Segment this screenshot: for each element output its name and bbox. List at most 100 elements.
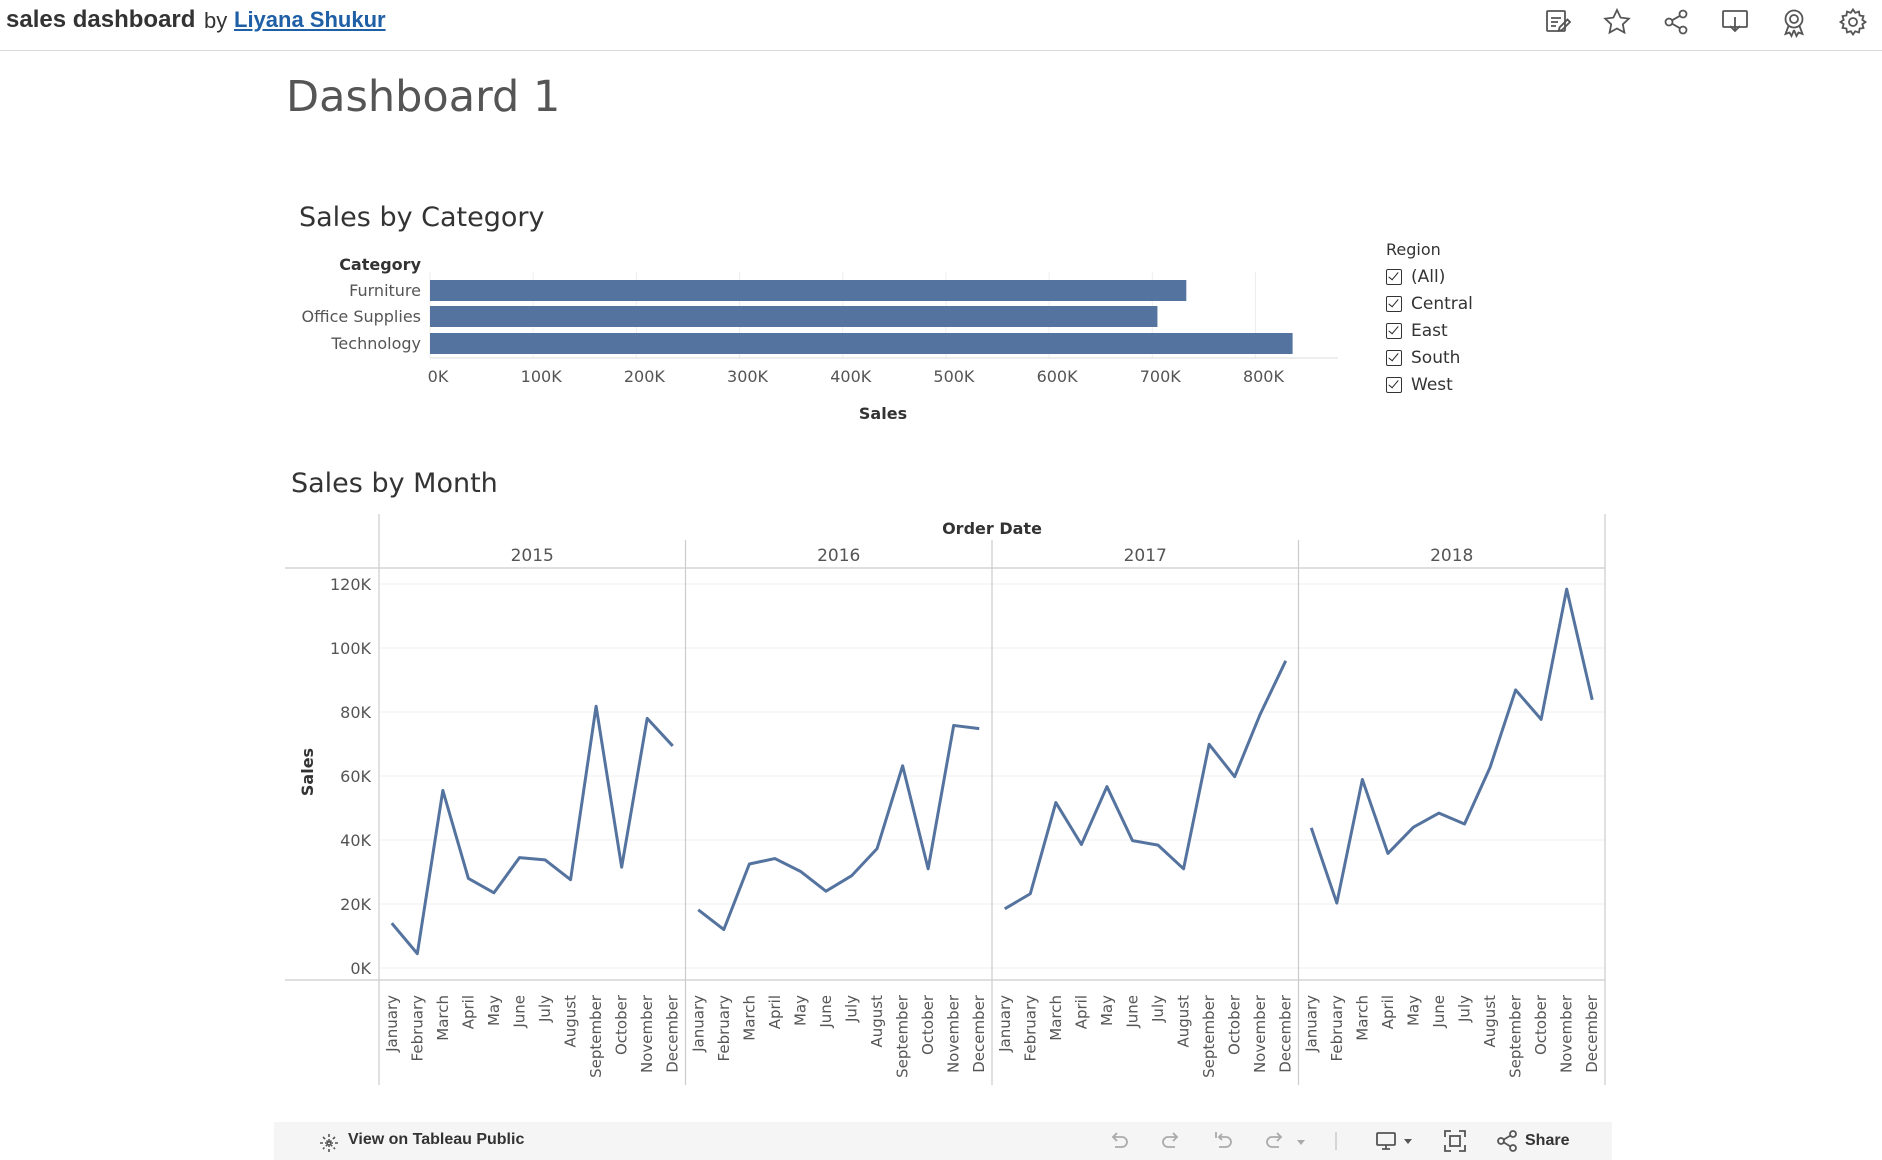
month-label: September	[1200, 994, 1218, 1078]
month-label: October	[613, 994, 631, 1055]
region-filter-title: Region	[1386, 240, 1441, 259]
month-label: February	[1328, 995, 1346, 1062]
month-label: November	[1251, 994, 1269, 1073]
category-chart-title: Sales by Category	[299, 202, 545, 233]
region-filter-east[interactable]: East	[1386, 317, 1473, 344]
month-label: October	[1532, 994, 1550, 1055]
month-label: December	[1277, 994, 1295, 1073]
category-label: Office Supplies	[302, 307, 421, 326]
view-on-tableau-link[interactable]: View on Tableau Public	[348, 1131, 525, 1148]
month-label: September	[894, 994, 912, 1078]
series-line	[390, 704, 674, 956]
category-label: Technology	[330, 334, 421, 353]
checkbox-checked-icon[interactable]	[1386, 349, 1402, 366]
y-tick-label: 20K	[340, 895, 371, 914]
y-tick-label: 40K	[340, 831, 371, 850]
month-label: October	[1226, 994, 1244, 1055]
x-tick-label: 800K	[1243, 367, 1285, 386]
share-label: Share	[1525, 1132, 1570, 1149]
y-tick-label: 80K	[340, 703, 371, 722]
month-label: December	[664, 994, 682, 1073]
divider	[1334, 1128, 1338, 1154]
checkbox-checked-icon[interactable]	[1386, 322, 1402, 339]
x-tick-label: 100K	[521, 367, 563, 386]
sales-by-category-chart: Category Furniture Office Supplies Technolo…	[302, 255, 1338, 423]
series-line	[1309, 587, 1594, 905]
region-filter-label: South	[1411, 347, 1461, 368]
x-tick-label: 200K	[624, 367, 666, 386]
region-filter: Region (All) Central East South West	[1386, 240, 1473, 398]
month-label: August	[1175, 995, 1193, 1048]
month-label: August	[562, 995, 580, 1048]
chevron-down-icon[interactable]	[1294, 1128, 1308, 1154]
undo-icon[interactable]	[1106, 1128, 1132, 1154]
month-label: July	[843, 995, 861, 1023]
x-tick-label: 400K	[830, 367, 872, 386]
month-label: March	[434, 995, 452, 1041]
share-icon[interactable]	[1660, 6, 1692, 38]
month-label: March	[1047, 995, 1065, 1041]
month-label: November	[638, 994, 656, 1073]
y-axis-title: Sales	[298, 748, 317, 796]
redo-icon[interactable]	[1158, 1128, 1184, 1154]
share-icon	[1497, 1130, 1517, 1152]
badge-icon[interactable]	[1778, 6, 1810, 39]
region-filter-west[interactable]: West	[1386, 371, 1473, 398]
settings-icon[interactable]	[1837, 6, 1869, 38]
region-filter-central[interactable]: Central	[1386, 290, 1473, 317]
bar	[430, 280, 1187, 301]
month-label: August	[868, 995, 886, 1048]
y-tick-label: 100K	[330, 639, 372, 658]
fullscreen-icon[interactable]	[1442, 1128, 1468, 1154]
month-chart-title: Sales by Month	[291, 468, 498, 499]
region-filter-all[interactable]: (All)	[1386, 263, 1473, 290]
top-bar: sales dashboard by Liyana Shukur	[0, 0, 1882, 51]
month-label: March	[1353, 995, 1371, 1041]
year-header: 2015	[511, 546, 554, 566]
month-label: December	[970, 994, 988, 1073]
bar	[430, 306, 1158, 327]
month-label: July	[536, 995, 554, 1023]
month-label: June	[817, 995, 835, 1029]
checkbox-checked-icon[interactable]	[1386, 268, 1402, 285]
series-line	[1004, 660, 1288, 911]
month-label: September	[1507, 994, 1525, 1078]
category-label: Furniture	[349, 281, 421, 300]
column-header-title: Order Date	[942, 519, 1042, 538]
star-icon[interactable]	[1601, 6, 1633, 38]
month-label: December	[1583, 994, 1601, 1073]
author-link[interactable]: Liyana Shukur	[234, 7, 386, 32]
y-tick-label: 60K	[340, 767, 371, 786]
month-label: May	[791, 995, 809, 1026]
device-layout-icon[interactable]	[1374, 1128, 1418, 1154]
month-label: February	[715, 995, 733, 1062]
share-button[interactable]: Share	[1495, 1128, 1569, 1154]
tableau-toolbar: View on Tableau Public Share	[274, 1122, 1612, 1160]
month-label: August	[1481, 995, 1499, 1048]
revert-icon[interactable]	[1210, 1128, 1236, 1154]
month-label: June	[1123, 995, 1141, 1029]
edit-icon[interactable]	[1542, 6, 1574, 38]
month-label: November	[945, 994, 963, 1073]
sales-by-month-chart: Order Date 0K 20K 40K 60K 80K 100K 120K Sales 201…	[285, 514, 1606, 1085]
month-label: July	[1456, 995, 1474, 1023]
checkbox-checked-icon[interactable]	[1386, 376, 1402, 393]
month-label: March	[740, 995, 758, 1041]
month-label: February	[1021, 995, 1039, 1062]
checkbox-checked-icon[interactable]	[1386, 295, 1402, 312]
x-tick-label: 500K	[933, 367, 975, 386]
year-header: 2016	[817, 546, 860, 566]
region-filter-south[interactable]: South	[1386, 344, 1473, 371]
dashboard-title: Dashboard 1	[286, 72, 561, 122]
download-icon[interactable]	[1719, 6, 1751, 38]
x-tick-label: 600K	[1037, 367, 1079, 386]
x-tick-label: 0K	[428, 367, 449, 386]
workbook-title: sales dashboard	[6, 6, 196, 33]
month-label: April	[1072, 995, 1090, 1029]
region-filter-label: East	[1411, 320, 1448, 341]
refresh-icon[interactable]	[1262, 1128, 1288, 1154]
month-label: January	[383, 995, 401, 1053]
month-label: May	[1404, 995, 1422, 1026]
by-label: by	[204, 8, 228, 33]
month-label: February	[408, 995, 426, 1062]
